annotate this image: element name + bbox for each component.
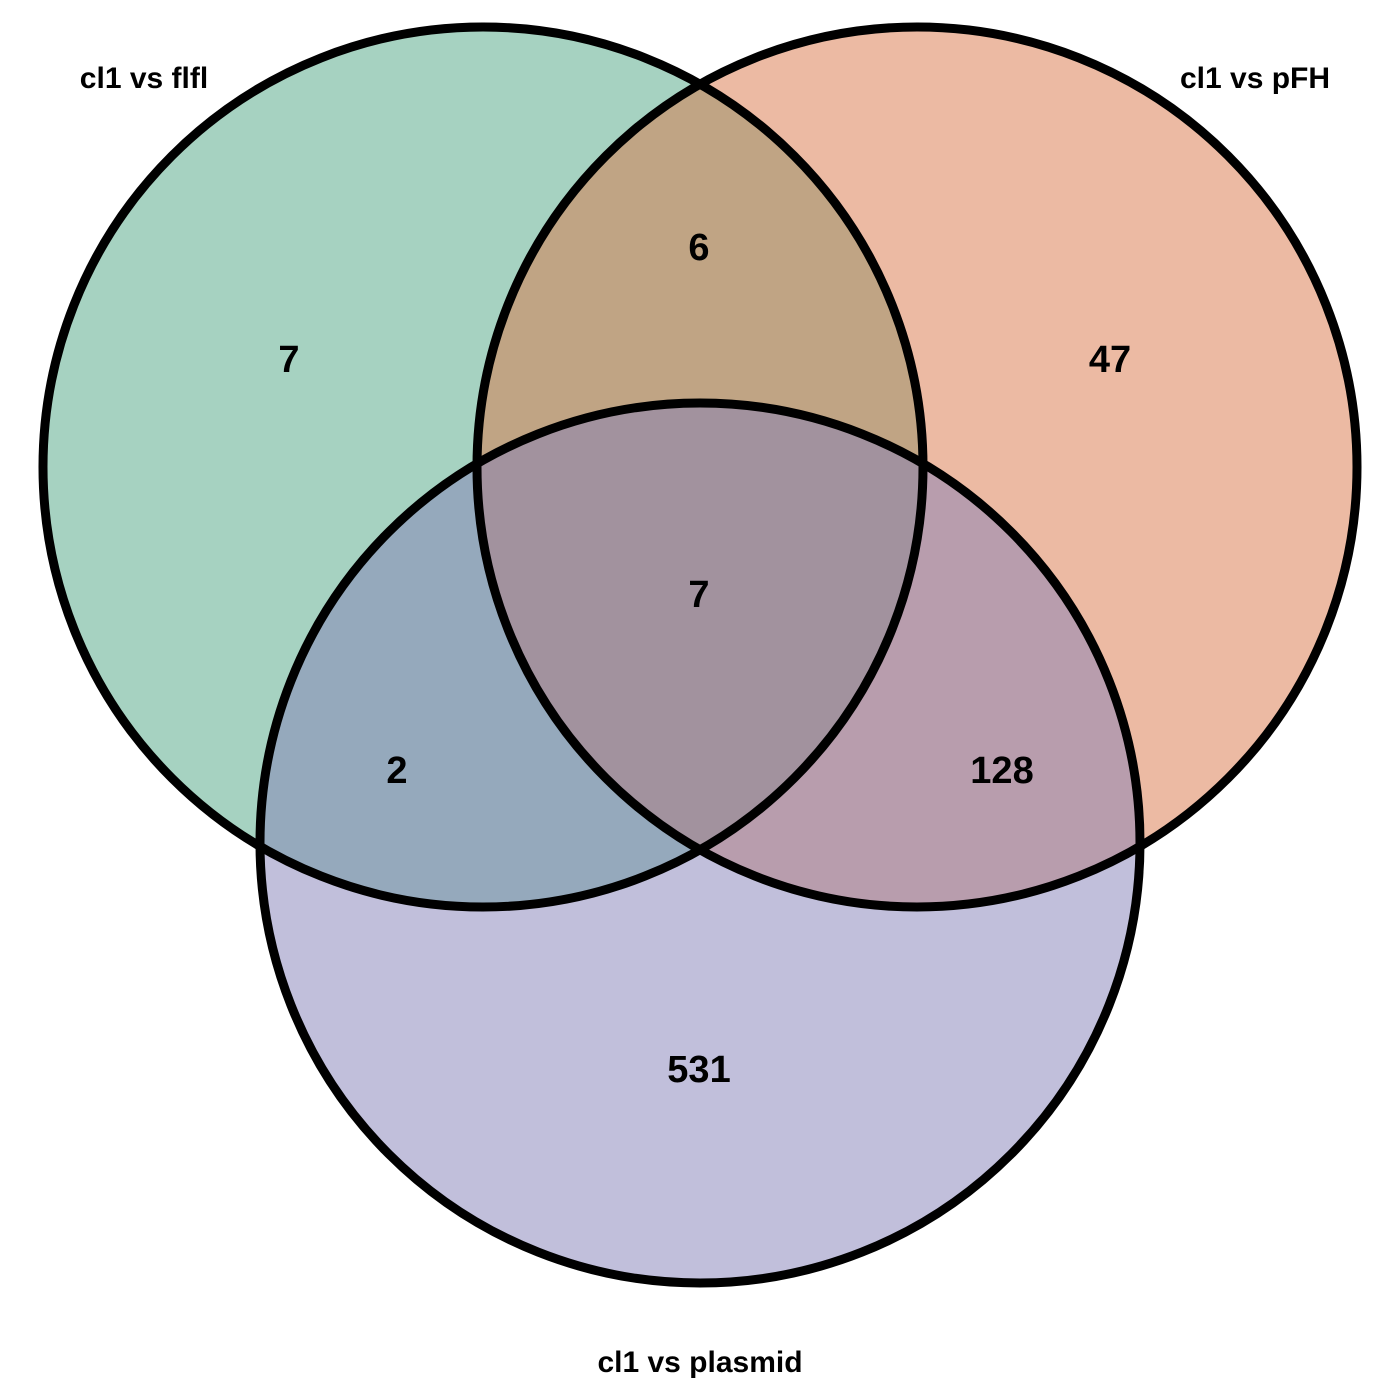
set-c-label: cl1 vs plasmid [597, 1346, 802, 1379]
set-c-circle [260, 403, 1140, 1283]
set-b-label: cl1 vs pFH [1180, 62, 1330, 95]
region-bc-count: 128 [970, 750, 1033, 792]
region-abc-count: 7 [688, 574, 709, 616]
set-a-label: cl1 vs flfl [80, 62, 208, 95]
region-c-only-count: 531 [667, 1049, 730, 1091]
region-ab-count: 6 [688, 227, 709, 269]
region-b-only-count: 47 [1089, 339, 1131, 381]
region-ac-count: 2 [386, 750, 407, 792]
set-c-outline [255, 398, 1145, 1288]
region-a-only-count: 7 [278, 339, 299, 381]
